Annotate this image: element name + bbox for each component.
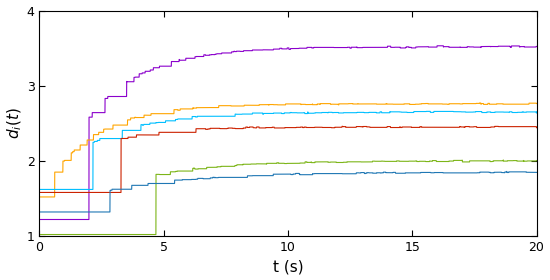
Y-axis label: $d_i(t)$: $d_i(t)$ xyxy=(6,108,24,139)
X-axis label: t (s): t (s) xyxy=(273,260,303,274)
